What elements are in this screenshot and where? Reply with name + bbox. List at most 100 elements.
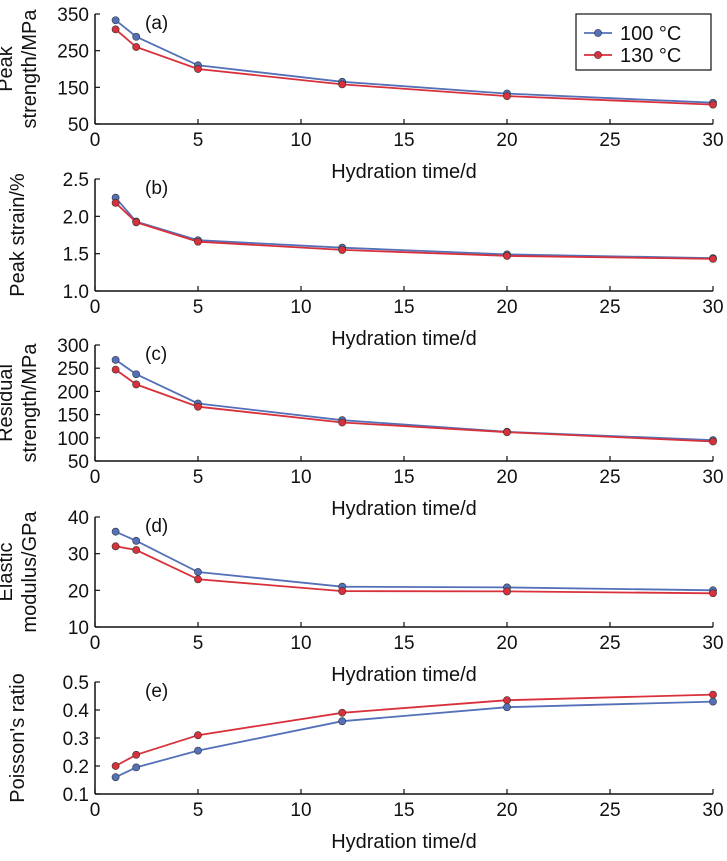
y-tick-label: 20: [68, 581, 89, 602]
x-tick-label: 20: [496, 297, 517, 318]
y-tick-label: 1.5: [63, 245, 89, 266]
y-tick-label: 0.3: [63, 729, 89, 750]
data-point: [338, 80, 347, 89]
x-tick-label: 30: [702, 297, 723, 318]
x-axis-label: Hydration time/d: [331, 328, 477, 350]
series-line-100c: [114, 197, 714, 259]
x-tick-label: 0: [90, 633, 101, 654]
panel-label: (a): [145, 13, 168, 34]
data-point: [132, 536, 141, 545]
y-tick-label: 100: [57, 429, 89, 450]
x-tick-label: 15: [393, 297, 414, 318]
y-tick-label: 2.5: [63, 170, 89, 191]
y-tick-label: 150: [57, 406, 89, 427]
data-point: [194, 731, 202, 740]
x-tick-label: 30: [702, 633, 723, 654]
x-tick-label: 25: [599, 297, 620, 318]
data-point: [503, 703, 511, 712]
x-tick-label: 10: [290, 633, 311, 654]
data-point: [111, 198, 120, 207]
panel-b: 0 5 10 15 20 25 30 1.0 1.5 2.0 2.5 Hydration time/d…: [7, 170, 724, 350]
panel-label: (b): [145, 178, 168, 199]
data-point: [111, 762, 120, 770]
y-tick-label: 40: [68, 508, 89, 529]
x-axis-label: Hydration time/d: [331, 498, 477, 520]
legend-box: [575, 13, 712, 71]
x-tick-label: 5: [193, 800, 204, 821]
data-point: [111, 773, 120, 782]
data-point: [709, 254, 717, 263]
series-line-100c: [115, 359, 714, 441]
data-point: [503, 428, 511, 437]
x-tick-label: 15: [393, 633, 414, 654]
y-tick-label: 350: [57, 5, 89, 26]
x-axis-label: Hydration time/d: [331, 831, 477, 853]
x-tick-label: 10: [290, 297, 311, 318]
x-tick-label: 15: [393, 130, 414, 151]
x-tick-label: 5: [193, 297, 204, 318]
data-point: [709, 589, 717, 598]
data-point: [111, 25, 120, 34]
data-point: [111, 542, 120, 551]
x-tick-label: 25: [599, 633, 620, 654]
y-tick-label: 50: [68, 452, 89, 473]
y-axis-label: modulus/GPa: [19, 511, 41, 633]
y-axis-label: Residual: [0, 364, 17, 442]
y-axis-label: Peak strain/%: [7, 173, 29, 297]
y-tick-label: 1.0: [63, 282, 89, 303]
x-tick-label: 30: [702, 800, 723, 821]
data-point: [709, 100, 717, 109]
data-point: [111, 527, 120, 536]
legend-swatch-marker: [594, 51, 602, 59]
series-line-130c: [115, 28, 714, 106]
data-point: [709, 690, 717, 699]
x-tick-label: 20: [496, 633, 517, 654]
data-point: [338, 418, 347, 427]
data-point: [132, 43, 141, 51]
x-tick-label: 0: [90, 467, 101, 488]
x-tick-label: 5: [193, 633, 204, 654]
series-line-100c: [115, 530, 714, 592]
x-tick-label: 5: [193, 130, 204, 151]
data-point: [709, 697, 717, 706]
data-point: [709, 437, 717, 446]
y-axis-label: Elastic: [0, 543, 17, 602]
x-tick-label: 25: [599, 800, 620, 821]
data-point: [338, 587, 347, 595]
series-line-130c: [115, 693, 714, 767]
panel-d: 0 5 10 15 20 25 30 10 20 30 40 Hydration time/d Elas…: [0, 508, 724, 686]
data-point: [132, 218, 141, 227]
y-axis-label: strength/MPa: [19, 343, 41, 463]
panel-label: (d): [145, 516, 168, 537]
data-point: [194, 575, 202, 584]
x-tick-label: 10: [290, 467, 311, 488]
x-tick-label: 10: [290, 800, 311, 821]
data-point: [194, 237, 202, 246]
x-tick-label: 30: [702, 467, 723, 488]
y-tick-label: 300: [57, 336, 89, 357]
panel-label: (c): [145, 344, 167, 365]
data-point: [132, 380, 141, 389]
data-point: [111, 365, 120, 374]
data-point: [132, 370, 141, 379]
y-tick-label: 0.1: [63, 785, 89, 806]
data-point: [503, 587, 511, 596]
y-tick-label: 150: [57, 78, 89, 99]
x-tick-label: 25: [599, 130, 620, 151]
data-point: [194, 402, 202, 411]
data-point: [132, 32, 141, 41]
y-tick-label: 200: [57, 382, 89, 403]
panel-label: (e): [145, 681, 168, 702]
data-point: [194, 65, 202, 73]
y-tick-label: 50: [68, 115, 89, 136]
data-point: [503, 696, 511, 705]
x-tick-label: 5: [193, 467, 204, 488]
y-axis-label: Poisson's ratio: [7, 673, 29, 802]
data-point: [338, 717, 347, 726]
y-tick-label: 250: [57, 42, 89, 63]
x-tick-label: 25: [599, 467, 620, 488]
